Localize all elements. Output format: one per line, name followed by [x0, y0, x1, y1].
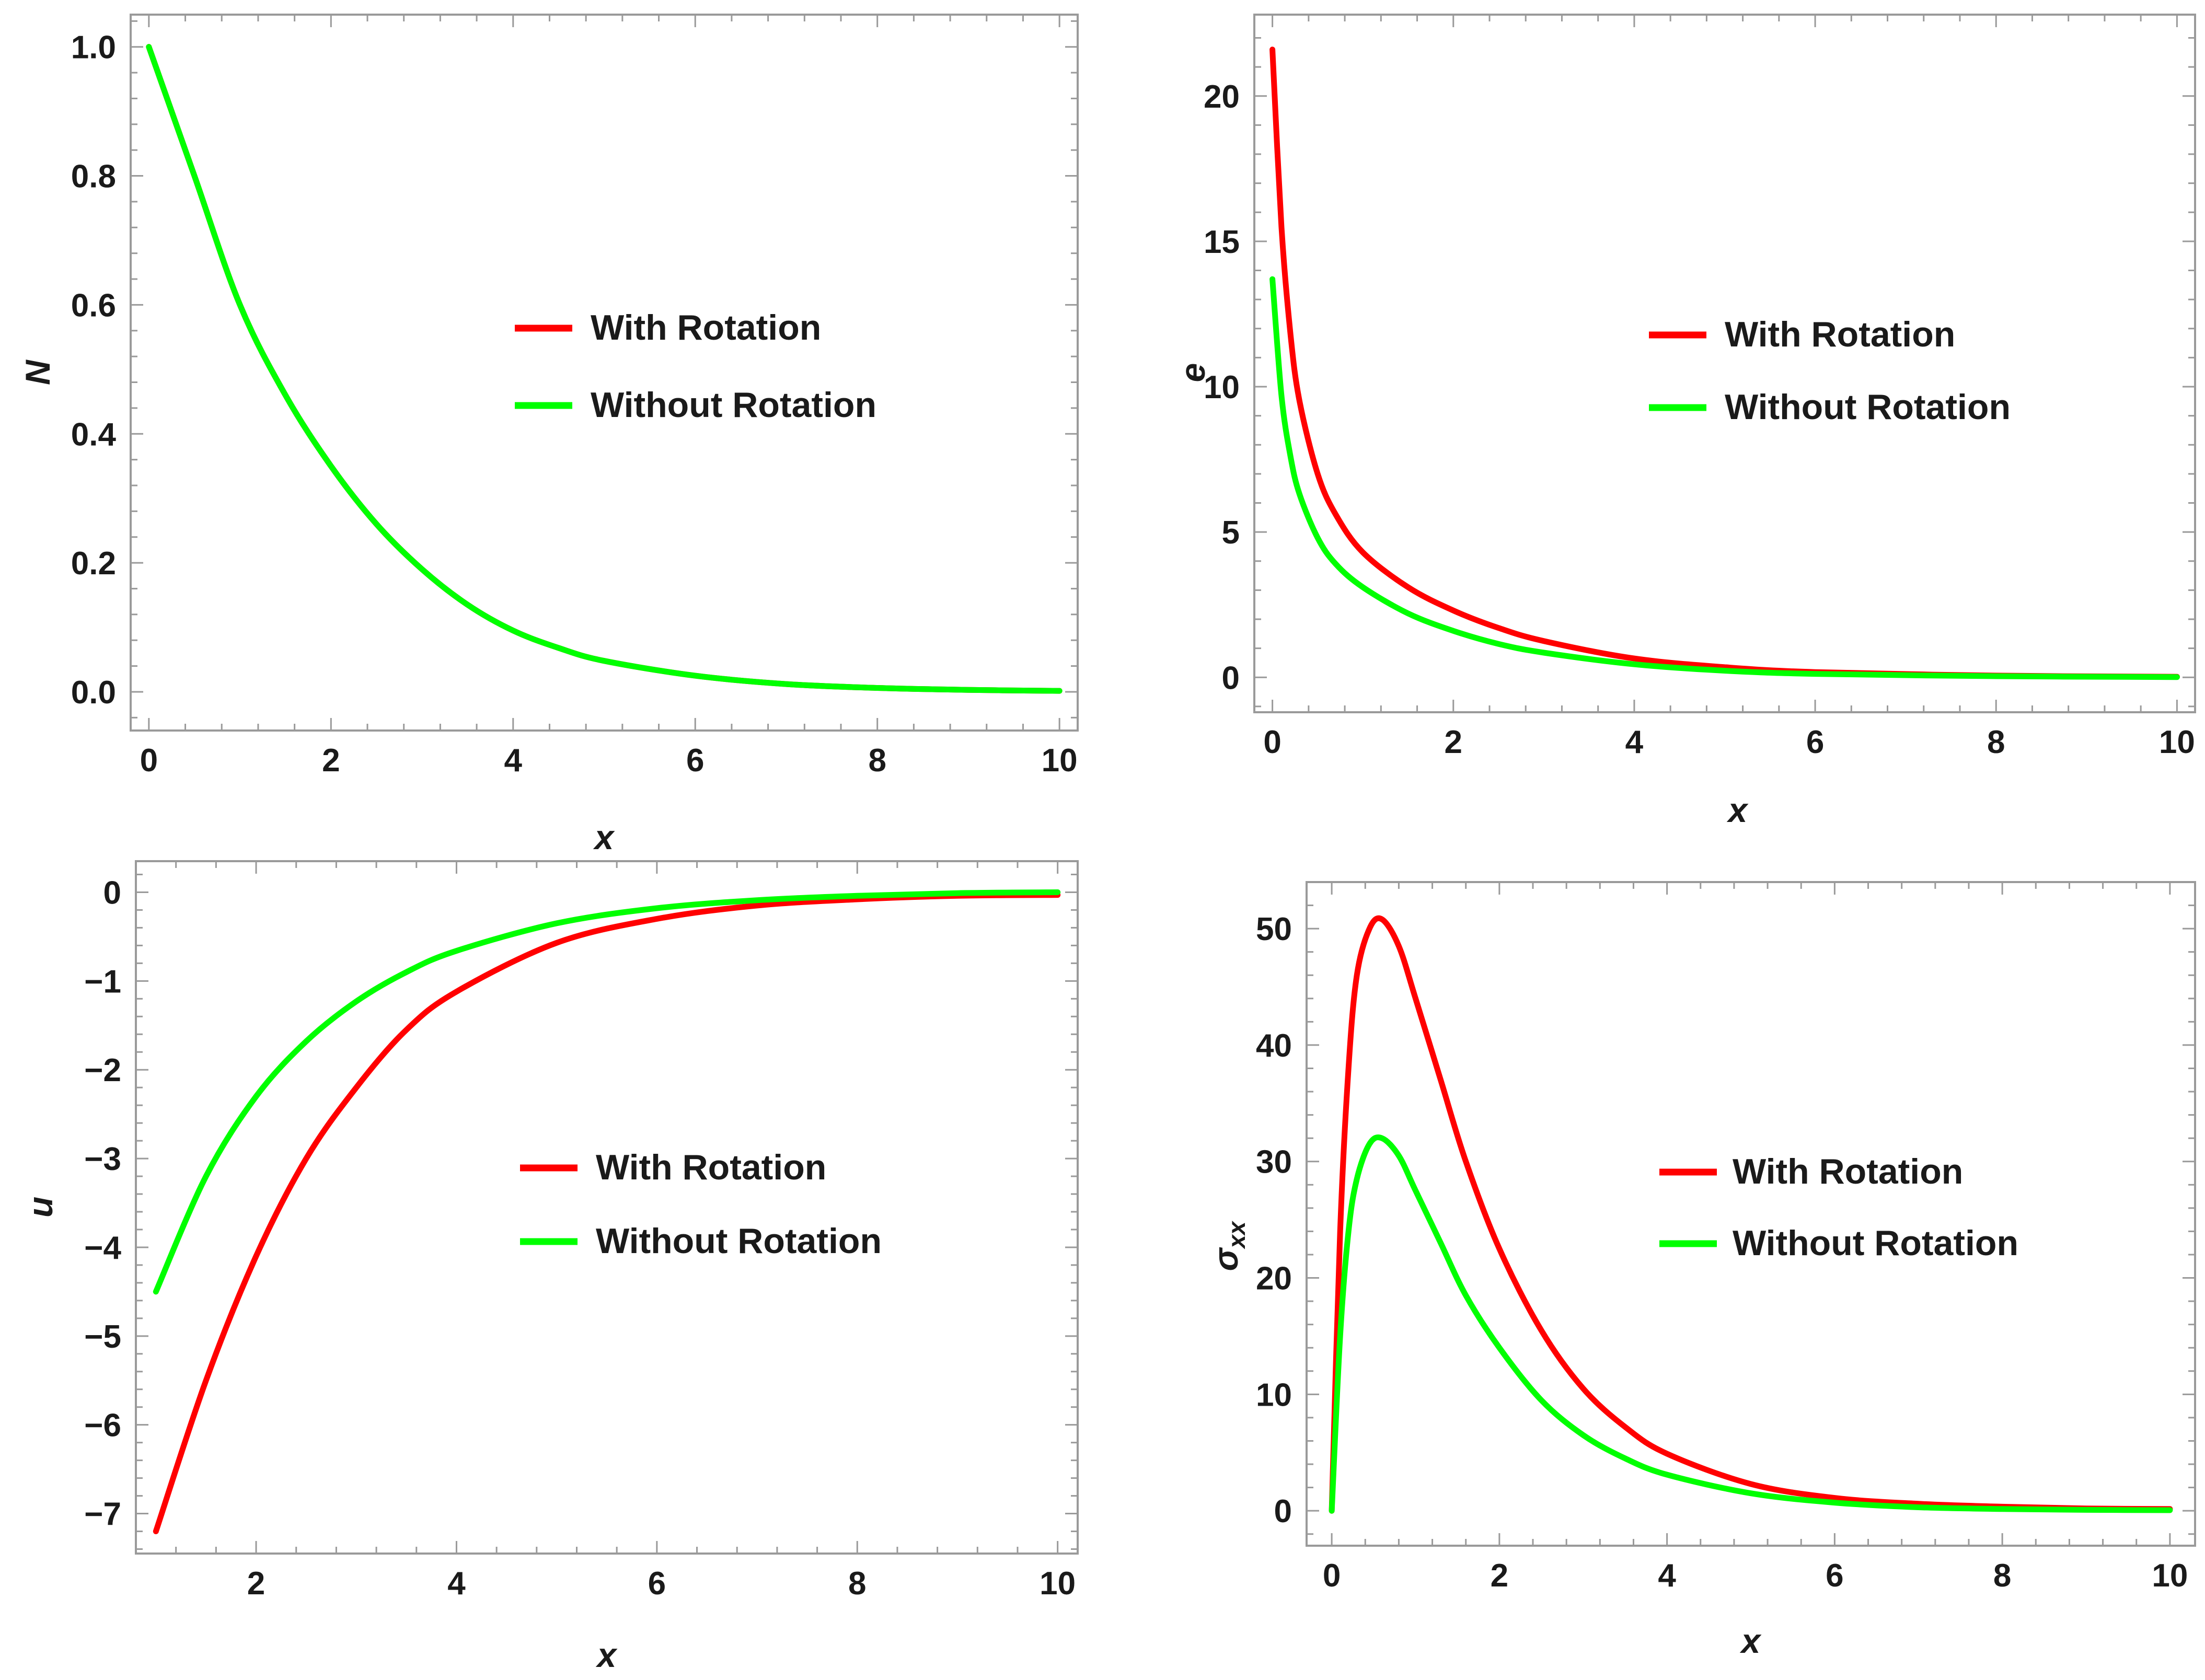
y-tick-label: 0.2 [71, 546, 116, 582]
x-tick-label: 0 [1323, 1558, 1341, 1594]
x-tick-label: 4 [447, 1566, 466, 1602]
x-tick-label: 6 [648, 1566, 666, 1602]
x-tick-label: 4 [1658, 1558, 1676, 1594]
x-axis-label: x [1727, 791, 1749, 829]
chart-u: 2 4 6 8 10 0 −1 −2 −3 −4 −5 −6 −7 u x With Rotation … [21, 860, 1079, 1674]
legend: With Rotation Without Rotation [1649, 315, 2011, 427]
legend: With Rotation Without Rotation [515, 308, 876, 425]
y-tick-label: 20 [1204, 79, 1240, 115]
legend-label-with-rotation: With Rotation [591, 308, 821, 347]
x-tick-label: 6 [1806, 724, 1824, 760]
x-tick-label: 8 [1987, 724, 2005, 760]
y-tick-label: 20 [1256, 1261, 1292, 1297]
y-tick-label: 5 [1222, 515, 1240, 551]
y-tick-label: −3 [84, 1141, 121, 1177]
y-axis-symbol: σ [1206, 1247, 1245, 1271]
y-tick-label: 0 [103, 875, 121, 911]
x-tick-label: 2 [322, 743, 340, 779]
y-tick-label: 30 [1256, 1144, 1292, 1180]
y-tick-label: −4 [84, 1230, 121, 1266]
y-tick-label: −5 [84, 1319, 121, 1355]
series-line-without-rotation [1329, 1134, 2173, 1514]
legend: With Rotation Without Rotation [520, 1148, 882, 1261]
y-axis-label: u [21, 1197, 60, 1218]
chart-n: 0 2 4 6 8 10 0.0 0.2 0.4 0.6 0.8 1.0 N x With Rotat… [18, 14, 1079, 856]
legend-label-without-rotation: Without Rotation [1725, 387, 2011, 427]
y-tick-label: 0 [1222, 660, 1240, 696]
series-line-without-rotation [146, 44, 1063, 694]
y-tick-label: 0 [1274, 1493, 1292, 1530]
y-axis-label: N [18, 360, 57, 385]
y-axis-subscript: xx [1223, 1220, 1250, 1250]
x-tick-label: 0 [1263, 724, 1281, 760]
x-tick-label: 6 [686, 743, 704, 779]
y-axis-label: σxx [1206, 1220, 1250, 1271]
y-tick-label: 0.4 [71, 416, 117, 453]
y-tick-label: −6 [84, 1408, 121, 1444]
plot-frame [135, 860, 1079, 1555]
y-tick-label: −2 [84, 1052, 121, 1088]
y-tick-label: 10 [1256, 1377, 1292, 1413]
x-tick-label: 0 [140, 743, 158, 779]
x-tick-label: 8 [1993, 1558, 2011, 1594]
legend-label-with-rotation: With Rotation [1725, 315, 1955, 354]
y-tick-label: 0.8 [71, 159, 116, 195]
series-line-with-rotation [153, 892, 1061, 1534]
x-tick-label: 10 [2159, 724, 2195, 760]
x-tick-label: 10 [1040, 1566, 1076, 1602]
plot-frame [1253, 14, 2196, 713]
x-tick-label: 2 [1445, 724, 1462, 760]
legend-label-with-rotation: With Rotation [1733, 1152, 1963, 1191]
x-tick-label: 8 [848, 1566, 866, 1602]
plot-frame [130, 14, 1079, 732]
legend-label-without-rotation: Without Rotation [591, 385, 876, 425]
x-axis-label: x [1740, 1621, 1762, 1660]
x-tick-label: 4 [1625, 724, 1644, 760]
y-tick-label: 0.6 [71, 287, 116, 323]
y-tick-label: 50 [1256, 911, 1292, 947]
y-axis-label: e [1173, 363, 1212, 383]
series-line-with-rotation [1329, 915, 2173, 1514]
x-tick-label: 2 [1491, 1558, 1508, 1594]
series-line-without-rotation [1269, 276, 2180, 680]
x-tick-label: 10 [1042, 743, 1078, 779]
x-tick-label: 2 [247, 1566, 265, 1602]
chart-sigma-xx: 0 2 4 6 8 10 0 10 20 30 40 50 σxx x With Rotation W… [1206, 881, 2196, 1660]
y-tick-label: −7 [84, 1497, 121, 1533]
y-tick-label: −1 [84, 964, 121, 1000]
chart-e: 0 2 4 6 8 10 0 5 10 15 20 e x With Rotation Withou… [1173, 14, 2196, 829]
y-tick-label: 15 [1204, 224, 1240, 260]
legend-label-without-rotation: Without Rotation [1733, 1223, 2018, 1263]
x-tick-label: 6 [1826, 1558, 1843, 1594]
x-tick-label: 4 [504, 743, 523, 779]
legend-label-with-rotation: With Rotation [596, 1148, 826, 1187]
legend-label-without-rotation: Without Rotation [596, 1221, 882, 1261]
x-axis-label: x [593, 818, 615, 856]
series-line-without-rotation [153, 889, 1061, 1295]
y-tick-label: 10 [1204, 369, 1240, 405]
legend: With Rotation Without Rotation [1659, 1152, 2018, 1263]
x-axis-label: x [596, 1636, 618, 1674]
plot-frame [1306, 881, 2196, 1547]
x-tick-label: 8 [868, 743, 886, 779]
y-tick-label: 0.0 [71, 675, 116, 711]
x-tick-label: 10 [2152, 1558, 2188, 1594]
y-tick-label: 40 [1256, 1028, 1292, 1064]
y-tick-label: 1.0 [71, 30, 116, 66]
